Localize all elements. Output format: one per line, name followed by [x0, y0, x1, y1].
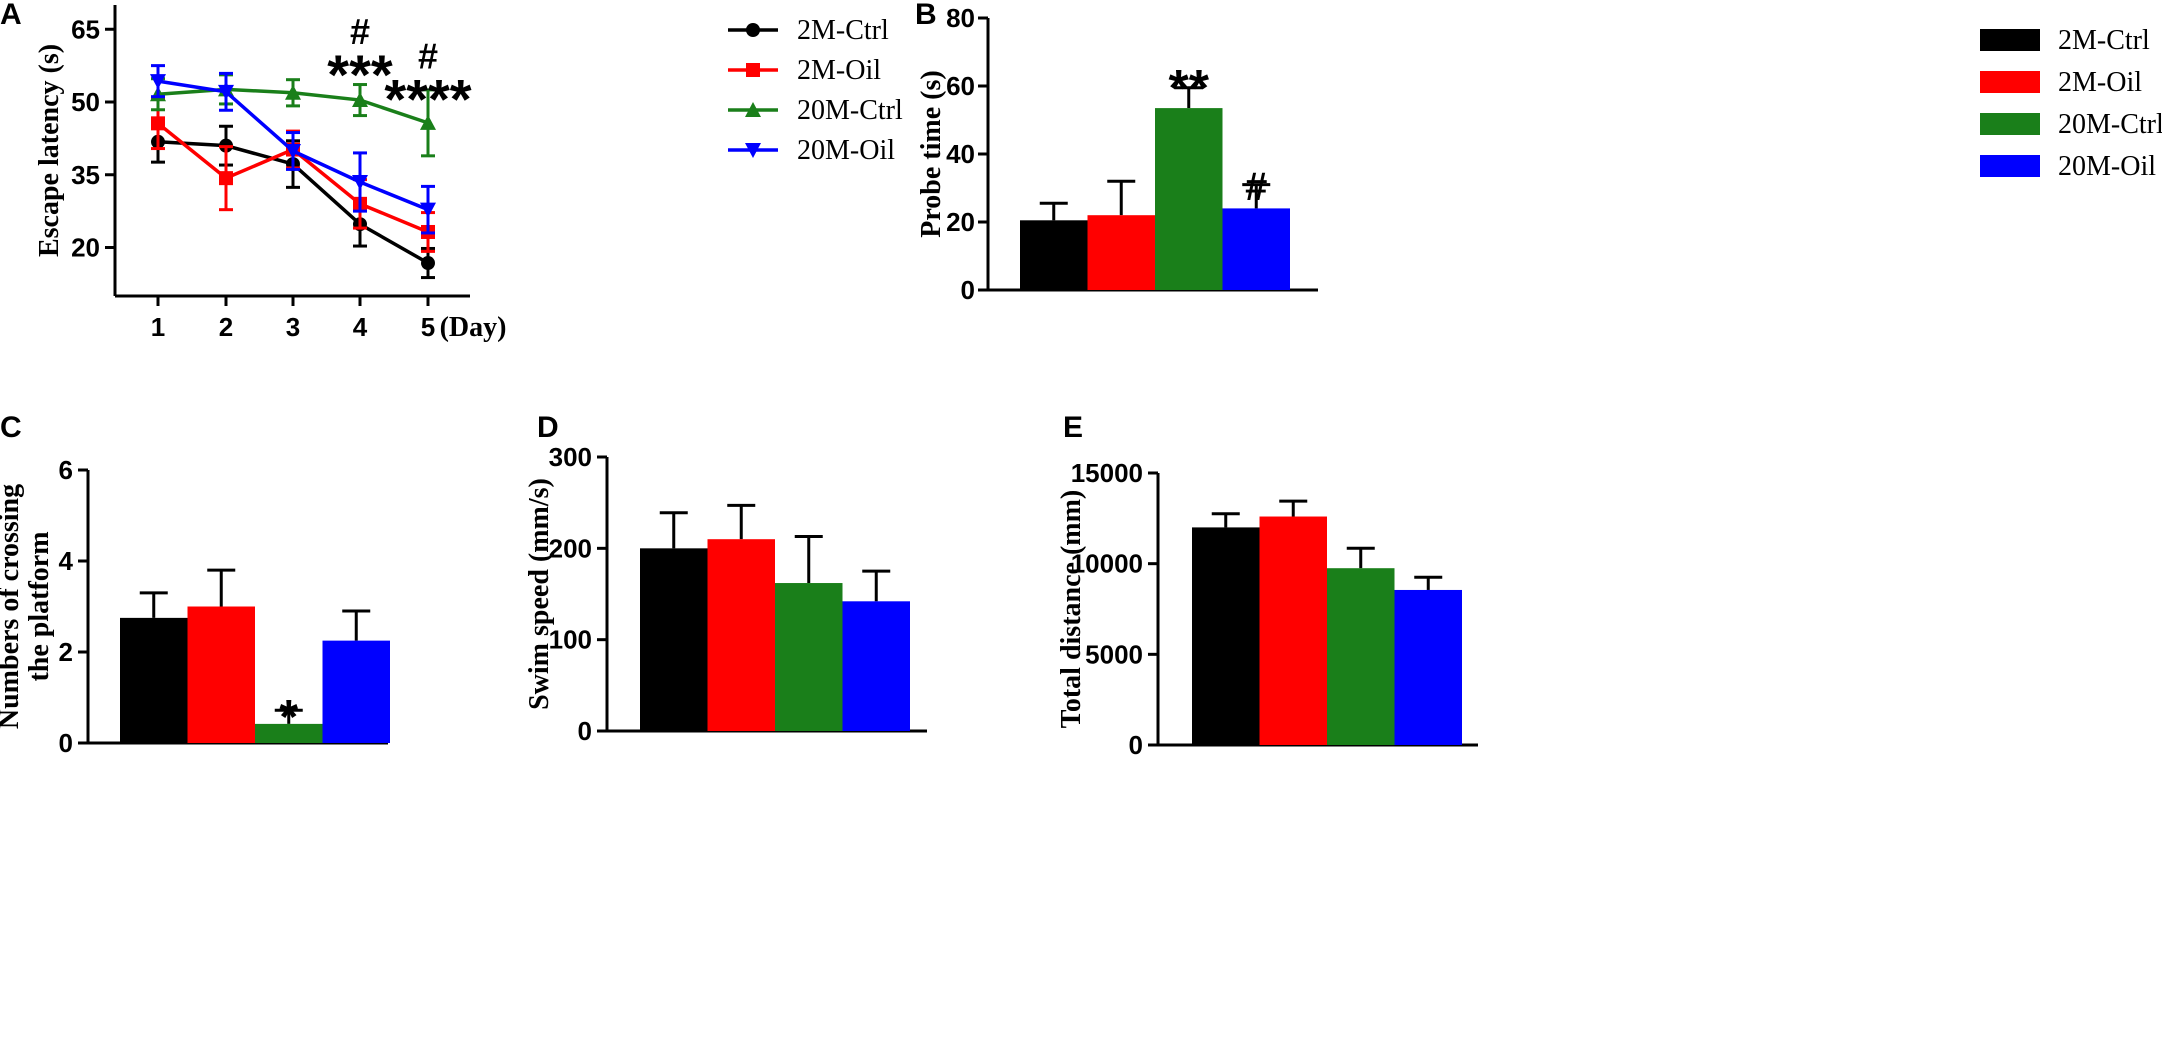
panel-letter: B — [915, 0, 937, 31]
y-tick-label: 65 — [71, 14, 100, 44]
y-axis-title: Probe time (s) — [916, 70, 947, 237]
legend-label: 2M-Oil — [797, 55, 881, 86]
legend-label: 20M-Ctrl — [797, 95, 903, 126]
data-point — [285, 84, 301, 100]
bar-20m-oil — [1394, 589, 1462, 745]
bar-2m-ctrl — [640, 548, 708, 731]
x-tick-label: 1 — [151, 312, 165, 342]
y-tick-label: 20 — [946, 207, 975, 237]
data-point — [420, 114, 436, 130]
bar-20m-oil — [842, 601, 910, 731]
significance-marker: # — [350, 11, 370, 52]
y-tick-label: 100 — [549, 625, 592, 655]
x-tick-label: 5 — [421, 312, 435, 342]
bar-2m-oil — [1087, 215, 1155, 290]
data-point — [746, 23, 760, 37]
y-tick-label: 200 — [549, 533, 592, 563]
y-tick-label: 60 — [946, 71, 975, 101]
data-point — [745, 143, 761, 158]
y-tick-label: 40 — [946, 139, 975, 169]
bar-20m-ctrl — [775, 583, 843, 731]
data-point — [352, 92, 368, 108]
y-tick-label: 15000 — [1071, 458, 1143, 488]
panel-letter: D — [537, 411, 559, 444]
bar-20m-ctrl — [1327, 568, 1395, 745]
bar-20m-ctrl — [1155, 108, 1223, 290]
y-tick-label: 5000 — [1085, 639, 1143, 669]
panel-letter: E — [1063, 411, 1083, 444]
y-axis-title: Escape latency (s) — [34, 44, 65, 257]
y-tick-label: 0 — [59, 728, 73, 758]
data-point — [151, 116, 165, 131]
panel-letter: A — [0, 0, 22, 31]
x-tick-label: 3 — [286, 312, 300, 342]
series-20m-oil — [150, 64, 436, 235]
significance-marker: ** — [1169, 60, 1210, 118]
x-tick-label: 4 — [353, 312, 368, 342]
significance-marker: * — [279, 691, 298, 744]
data-point — [421, 256, 435, 271]
data-point — [285, 143, 301, 159]
y-tick-label: 0 — [961, 275, 975, 305]
bar-2m-ctrl — [1192, 527, 1260, 745]
legend-swatch — [1980, 113, 2040, 135]
y-tick-label: 6 — [59, 455, 73, 485]
bar-20m-ctrl — [255, 723, 323, 743]
legend-b: 2M-Ctrl 2M-Oil 20M-Ctrl 20M-Oil — [1980, 25, 2162, 182]
y-axis-title: the platform — [24, 531, 55, 681]
panel-letter: C — [0, 411, 22, 444]
bar-2m-oil — [187, 606, 255, 743]
legend-swatch — [1980, 71, 2040, 93]
y-tick-label: 0 — [1129, 730, 1143, 760]
data-point — [218, 84, 234, 100]
significance-marker: # — [1245, 165, 1267, 209]
data-point — [150, 74, 166, 90]
y-tick-label: 80 — [946, 3, 975, 33]
y-axis-title: Numbers of crossing — [0, 484, 25, 729]
y-tick-label: 10000 — [1071, 549, 1143, 579]
legend-label: 2M-Ctrl — [797, 15, 889, 46]
significance-marker: **** — [384, 67, 471, 130]
y-tick-label: 300 — [549, 442, 592, 472]
bar-2m-oil — [1259, 516, 1327, 745]
data-point — [352, 175, 368, 191]
significance-marker: *** — [327, 43, 393, 106]
x-axis-title: (Day) — [440, 312, 507, 343]
y-axis-title: Swim speed (mm/s) — [524, 478, 555, 710]
legend-label: 20M-Ctrl — [2058, 109, 2162, 140]
data-point — [746, 63, 760, 77]
bar-20m-oil — [322, 640, 390, 743]
legend-swatch — [1980, 29, 2040, 51]
data-point — [745, 102, 761, 117]
bar-2m-oil — [707, 539, 775, 731]
y-tick-label: 50 — [71, 87, 100, 117]
legend-label: 20M-Oil — [2058, 151, 2156, 182]
y-axis-title: Total distance (mm) — [1056, 490, 1087, 729]
legend-label: 20M-Oil — [797, 135, 895, 166]
legend-swatch — [1980, 155, 2040, 177]
panel-c: 0 2 4 6 Numbers of crossing the platform C * — [0, 411, 390, 758]
legend-label: 2M-Oil — [2058, 67, 2142, 98]
data-point — [219, 171, 233, 186]
y-tick-label: 2 — [59, 637, 73, 667]
y-tick-label: 0 — [578, 716, 592, 746]
y-tick-label: 20 — [71, 233, 100, 263]
panel-b: 0 20 40 60 80 Probe time (s) B ** #2M-Ctrl 2M-Oil… — [915, 0, 2162, 305]
y-tick-label: 4 — [59, 546, 74, 576]
data-point — [420, 202, 436, 218]
y-tick-label: 35 — [71, 160, 100, 190]
bar-2m-ctrl — [1020, 220, 1088, 290]
x-tick-label: 2 — [219, 312, 233, 342]
panel-d: 0 100 200 300 Swim speed (mm/s) D — [524, 411, 927, 746]
legend-a: 2M-Ctrl 2M-Oil 20M-Ctrl 20M-Oil — [728, 15, 903, 166]
bar-20m-oil — [1222, 208, 1290, 290]
bar-2m-ctrl — [120, 617, 188, 743]
significance-marker: # — [418, 35, 438, 76]
legend-label: 2M-Ctrl — [2058, 25, 2150, 56]
